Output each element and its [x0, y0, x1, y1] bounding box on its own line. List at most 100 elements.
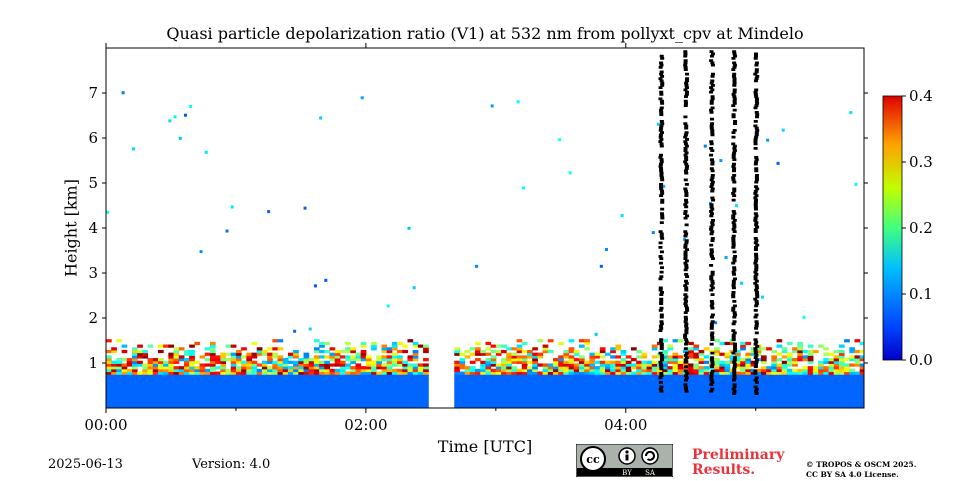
mixed-layer-cell: [189, 371, 195, 375]
low-layer-cell: [121, 374, 128, 408]
mixed-layer-cell: [386, 355, 393, 359]
mixed-layer-cell: [760, 347, 767, 351]
cloud-mask-cell: [684, 151, 689, 155]
cloud-mask-cell: [710, 183, 715, 186]
mixed-layer-cell: [641, 360, 648, 364]
mixed-layer-cell: [204, 363, 211, 367]
cloud-mask-cell: [709, 140, 714, 143]
mixed-layer-cell: [464, 349, 471, 354]
mixed-layer-cell: [636, 366, 642, 370]
mixed-layer-cell: [838, 371, 845, 375]
mixed-layer-cell: [740, 371, 746, 375]
cloud-mask-cell: [865, 253, 869, 256]
cloud-mask-cell: [658, 288, 663, 292]
cloud-mask-cell: [732, 311, 737, 314]
cloud-mask-cell: [731, 93, 736, 96]
mixed-layer-cell: [137, 344, 143, 348]
mixed-layer-cell: [267, 358, 273, 362]
low-layer-cell: [386, 374, 393, 408]
mixed-layer-cell: [168, 344, 175, 348]
mixed-layer-cell: [386, 360, 393, 364]
cloud-mask-cell: [753, 79, 758, 83]
cloud-mask-cell: [710, 207, 715, 211]
mixed-layer-cell: [849, 349, 856, 354]
mixed-layer-cell: [573, 352, 580, 356]
cloud-mask-cell: [863, 140, 864, 143]
sparse-cell: [183, 113, 187, 117]
cloud-mask-cell: [685, 138, 690, 141]
mixed-layer-cell: [630, 363, 637, 367]
cloud-mask-cell: [683, 102, 688, 105]
cloud-mask-cell: [684, 369, 689, 373]
cloud-mask-cell: [684, 79, 689, 83]
mixed-layer-cell: [818, 360, 824, 364]
low-layer-cell: [381, 374, 388, 408]
mixed-layer-cell: [786, 371, 793, 375]
mixed-layer-cell: [745, 341, 752, 346]
cloud-mask-cell: [710, 351, 715, 355]
mixed-layer-cell: [235, 349, 242, 354]
low-layer-cell: [797, 374, 804, 408]
cloud-mask-cell: [709, 54, 714, 58]
cloud-mask-cell: [732, 383, 737, 386]
mixed-layer-cell: [293, 349, 299, 354]
cloud-mask-cell: [866, 379, 870, 382]
mixed-layer-cell: [235, 360, 242, 364]
cloud-mask-cell: [731, 291, 736, 294]
mixed-layer-cell: [339, 363, 346, 367]
mixed-layer-cell: [272, 366, 279, 370]
cloud-mask-cell: [685, 72, 690, 76]
mixed-layer-cell: [282, 363, 289, 367]
mixed-layer-cell: [157, 344, 164, 348]
mixed-layer-cell: [152, 371, 159, 375]
mixed-layer-cell: [771, 363, 778, 367]
low-layer-cell: [376, 374, 382, 408]
mixed-layer-cell: [308, 368, 315, 373]
mixed-layer-cell: [360, 366, 367, 370]
mixed-layer-cell: [293, 366, 299, 370]
cloud-mask-cell: [731, 270, 736, 274]
cloud-mask-cell: [710, 230, 715, 233]
mixed-layer-cell: [397, 358, 403, 362]
cloud-mask-cell: [709, 390, 714, 393]
cloud-mask-cell: [753, 219, 758, 222]
mixed-layer-cell: [121, 363, 128, 367]
mixed-layer-cell: [313, 339, 320, 343]
cloud-mask-cell: [731, 131, 736, 134]
mixed-layer-cell: [828, 360, 835, 364]
mixed-layer-cell: [527, 352, 533, 356]
low-layer-cell: [303, 374, 310, 408]
mixed-layer-cell: [558, 358, 564, 362]
cloud-mask-cell: [683, 383, 688, 386]
mixed-layer-cell: [532, 368, 538, 373]
mixed-layer-cell: [792, 371, 798, 375]
mixed-layer-cell: [714, 371, 720, 375]
mixed-layer-cell: [755, 347, 762, 351]
mixed-layer-cell: [693, 363, 700, 367]
mixed-layer-cell: [501, 349, 507, 354]
mixed-layer-cell: [729, 355, 736, 359]
mixed-layer-cell: [537, 371, 544, 375]
mixed-layer-cell: [563, 355, 570, 359]
mixed-layer-cell: [407, 355, 414, 359]
mixed-layer-cell: [568, 349, 575, 354]
mixed-layer-cell: [859, 371, 864, 375]
cloud-mask-cell: [709, 185, 714, 188]
mixed-layer-cell: [220, 358, 227, 362]
low-layer-cell: [199, 374, 206, 408]
mixed-layer-cell: [272, 360, 279, 364]
mixed-layer-cell: [163, 371, 169, 375]
mixed-layer-cell: [178, 355, 185, 359]
mixed-layer-cell: [464, 371, 471, 375]
low-layer-cell: [365, 374, 372, 408]
mixed-layer-cell: [246, 355, 253, 359]
mixed-layer-cell: [235, 358, 242, 362]
sparse-cell: [781, 128, 785, 132]
cloud-mask-cell: [658, 153, 663, 157]
cloud-mask-cell: [865, 201, 869, 204]
cloud-mask-cell: [710, 117, 715, 121]
cloud-mask-cell: [755, 295, 760, 299]
mixed-layer-cell: [558, 363, 564, 367]
mixed-layer-cell: [480, 366, 486, 370]
cloud-mask-cell: [731, 284, 736, 287]
